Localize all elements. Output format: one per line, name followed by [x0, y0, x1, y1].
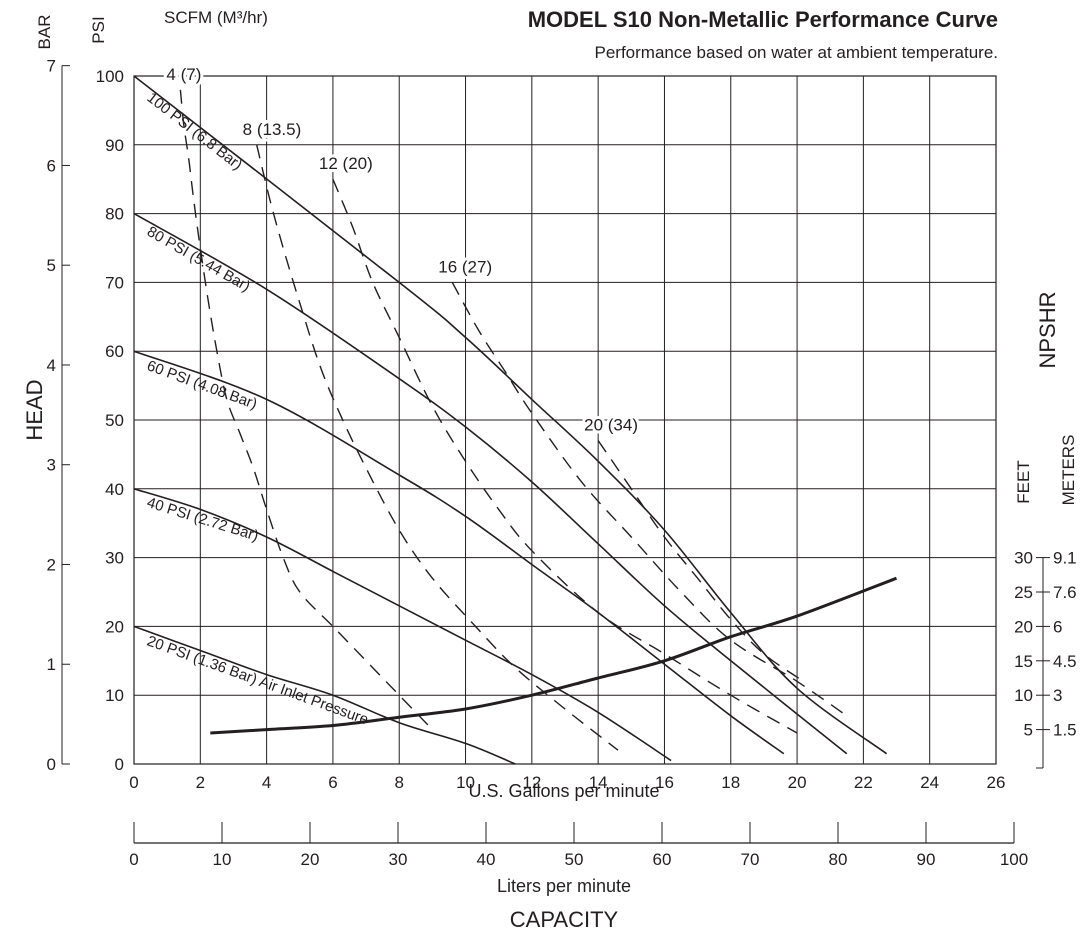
x-tick-label: 4 [262, 773, 271, 792]
bar-tick-label: 1 [47, 655, 56, 674]
psi-tick-label: 50 [105, 411, 124, 430]
psi-tick-label: 0 [115, 755, 124, 774]
bar-tick-label: 7 [47, 57, 56, 76]
chart-grid [133, 75, 997, 765]
feet-tick-label: 25 [1014, 583, 1033, 602]
npshr-axis-label: NPSHR [1035, 291, 1060, 368]
psi-tick-label: 10 [105, 686, 124, 705]
liters-tick-label: 100 [1000, 850, 1028, 869]
x-tick-label: 2 [196, 773, 205, 792]
meters-tick-label: 6 [1053, 617, 1062, 636]
pressure-curve-label: 60 PSI (4.08 Bar) [145, 357, 260, 413]
pressure-curve [133, 350, 785, 755]
liters-tick-label: 60 [653, 850, 672, 869]
pressure-curve-label: 20 PSI (1.36 Bar) Air Inlet Pressure [145, 633, 371, 729]
x-axis-label: U.S. Gallons per minute [468, 781, 659, 801]
air-consumption-label: 8 (13.5) [243, 120, 302, 139]
x-tick-label: 14 [589, 773, 608, 792]
meters-tick-label: 7.6 [1053, 583, 1077, 602]
liters-tick-label: 70 [741, 850, 760, 869]
psi-tick-label: 40 [105, 480, 124, 499]
npshr-curve [210, 576, 898, 735]
bar-axis-label: BAR [35, 15, 54, 50]
x-tick-label: 6 [328, 773, 337, 792]
meters-axis-label: METERS [1059, 435, 1078, 506]
bar-tick-label: 2 [47, 555, 56, 574]
axis-scales: 0 2 4 6 8 10 12 14 16 18 20 22 24 2601020304050607080… [47, 57, 1077, 869]
feet-tick-label: 5 [1024, 721, 1033, 740]
air-consumption-label: 12 (20) [319, 154, 373, 173]
psi-axis-label: PSI [89, 16, 108, 43]
x2-axis-label: Liters per minute [497, 876, 631, 896]
liters-tick-label: 40 [477, 850, 496, 869]
x-tick-label: 26 [987, 773, 1006, 792]
bar-tick-label: 0 [47, 755, 56, 774]
bar-tick-label: 6 [47, 156, 56, 175]
bar-tick-label: 3 [47, 456, 56, 475]
x-tick-label: 16 [655, 773, 674, 792]
pressure-curve [133, 625, 516, 765]
meters-tick-label: 3 [1053, 686, 1062, 705]
chart-series: 100 PSI (6.8 Bar)80 PSI (5.44 Bar)60 PSI… [133, 62, 898, 765]
x-tick-label: 18 [721, 773, 740, 792]
x-tick-label: 22 [854, 773, 873, 792]
air-consumption-curve [332, 178, 798, 734]
x-tick-label: 20 [788, 773, 807, 792]
air-consumption-curve [451, 282, 848, 717]
feet-tick-label: 10 [1014, 686, 1033, 705]
psi-tick-label: 70 [105, 273, 124, 292]
bar-tick-label: 4 [47, 356, 56, 375]
liters-tick-label: 90 [917, 850, 936, 869]
meters-tick-label: 9.1 [1053, 549, 1077, 568]
x-tick-label: 24 [920, 773, 939, 792]
psi-tick-label: 30 [105, 549, 124, 568]
psi-tick-label: 60 [105, 342, 124, 361]
x-tick-label: 0 [129, 773, 138, 792]
air-consumption-curve [179, 89, 433, 731]
psi-tick-label: 90 [105, 136, 124, 155]
air-consumption-curve [597, 440, 805, 682]
meters-tick-label: 4.5 [1053, 652, 1077, 671]
feet-tick-label: 30 [1014, 549, 1033, 568]
liters-tick-label: 10 [213, 850, 232, 869]
scfm-label: SCFM (M³/hr) [164, 8, 268, 27]
liters-tick-label: 30 [389, 850, 408, 869]
liters-tick-label: 20 [301, 850, 320, 869]
air-consumption-curve [256, 144, 619, 751]
capacity-label: CAPACITY [510, 907, 619, 930]
pressure-curve-label: 40 PSI (2.72 Bar) [145, 494, 261, 545]
pressure-curve [133, 75, 888, 755]
x-tick-label: 12 [522, 773, 541, 792]
pressure-curve [133, 488, 672, 762]
chart-title: MODEL S10 Non-Metallic Performance Curve [528, 7, 998, 32]
bar-tick-label: 5 [47, 256, 56, 275]
pressure-curve-label: 100 PSI (6.8 Bar) [144, 89, 246, 174]
feet-axis-label: FEET [1014, 460, 1033, 503]
liters-tick-label: 80 [829, 850, 848, 869]
air-consumption-label: 20 (34) [584, 416, 638, 435]
psi-tick-label: 100 [96, 67, 124, 86]
liters-tick-label: 50 [565, 850, 584, 869]
meters-tick-label: 1.5 [1053, 721, 1077, 740]
x-tick-label: 10 [456, 773, 475, 792]
chart-subtitle: Performance based on water at ambient te… [595, 43, 999, 62]
psi-tick-label: 20 [105, 617, 124, 636]
pressure-curve [133, 212, 848, 755]
head-axis-label: HEAD [22, 379, 47, 440]
liters-tick-label: 0 [129, 850, 138, 869]
x-tick-label: 8 [394, 773, 403, 792]
feet-tick-label: 15 [1014, 652, 1033, 671]
feet-tick-label: 20 [1014, 617, 1033, 636]
air-consumption-label: 16 (27) [438, 257, 492, 276]
psi-tick-label: 80 [105, 205, 124, 224]
air-consumption-label: 4 (7) [166, 65, 201, 84]
